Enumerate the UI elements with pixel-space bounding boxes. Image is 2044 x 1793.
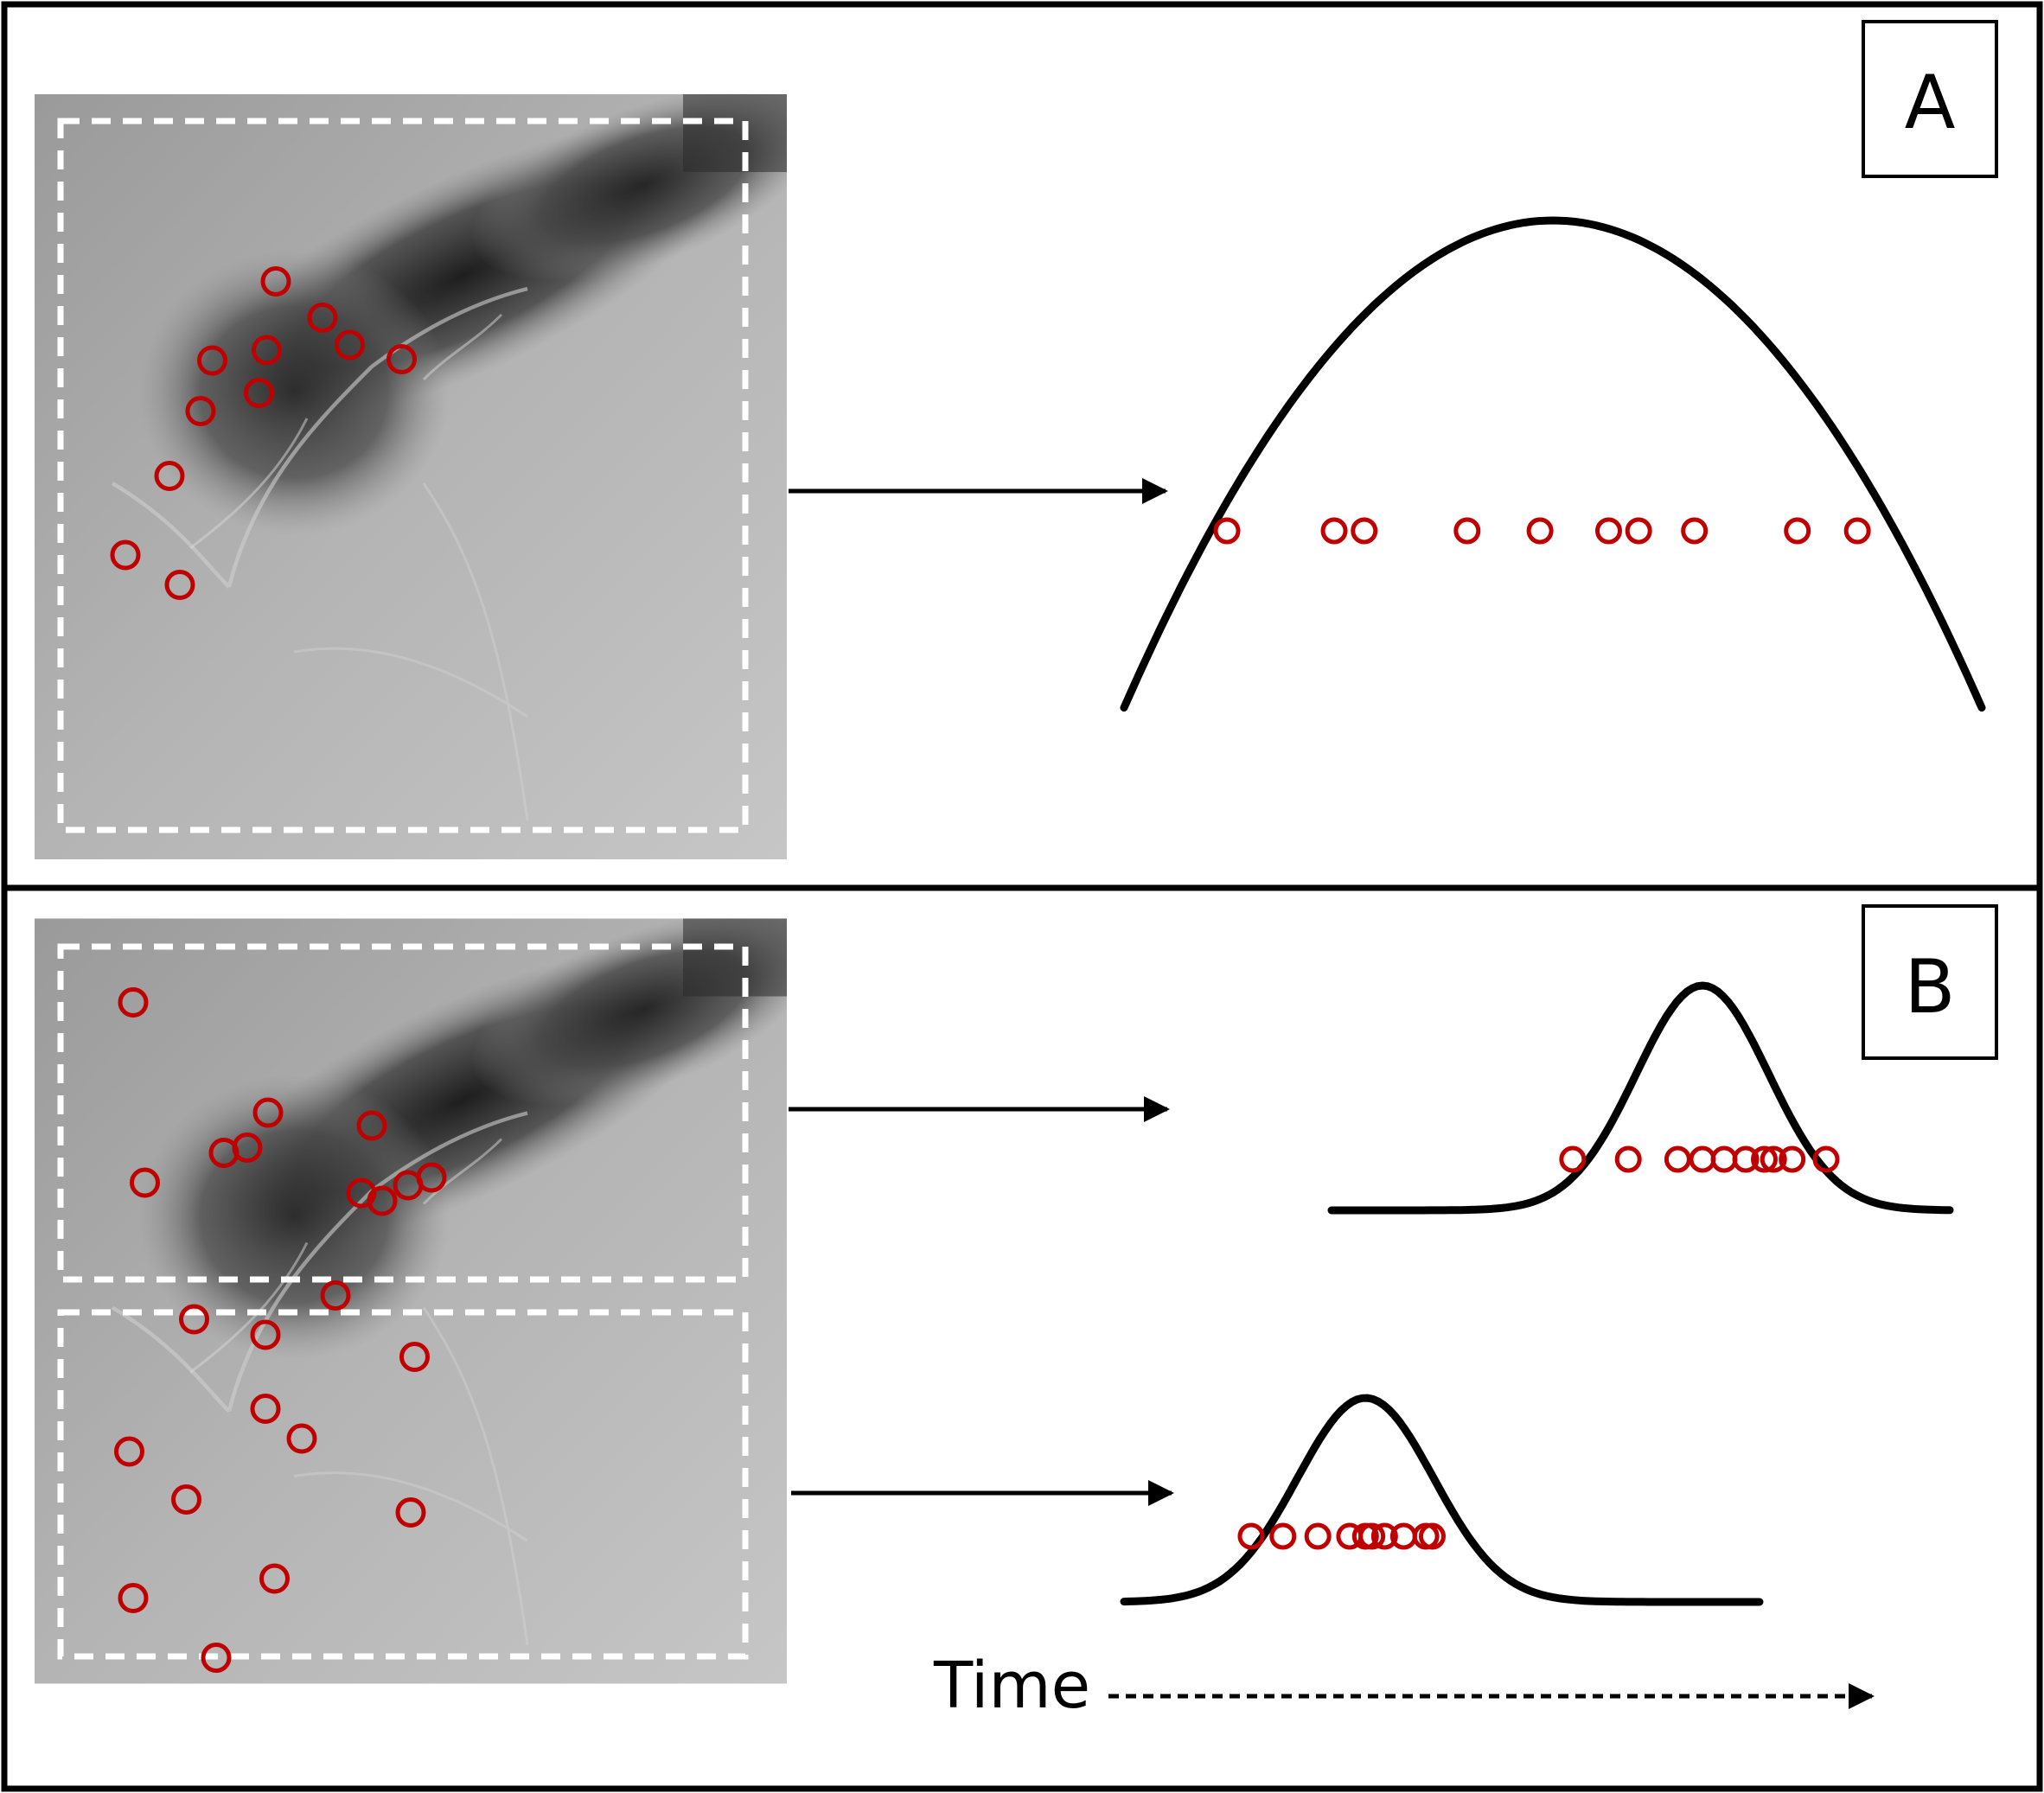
- panel-b-label: B: [1905, 944, 1956, 1030]
- map-site-marker: [171, 1484, 201, 1515]
- timing-point-marker: [1269, 1522, 1297, 1550]
- map-site-marker: [208, 1138, 240, 1168]
- map-site-marker: [110, 539, 141, 571]
- timing-curve: [1120, 216, 1986, 712]
- map-site-marker: [386, 344, 417, 374]
- timing-point-marker: [1418, 1522, 1446, 1550]
- timing-point-marker: [1304, 1522, 1332, 1550]
- map-site-marker: [335, 329, 365, 361]
- timing-point-marker: [1760, 1145, 1787, 1173]
- map-site-marker: [416, 1162, 447, 1193]
- timing-point-marker: [1812, 1145, 1840, 1173]
- panel-b-map: [35, 874, 841, 1683]
- timing-point-marker: [1625, 517, 1652, 545]
- timing-point-marker: [1614, 1145, 1642, 1173]
- timing-point-marker: [1237, 1522, 1265, 1550]
- panel-a-label: A: [1905, 60, 1956, 146]
- timing-point-marker: [1453, 517, 1481, 545]
- timing-point-marker: [1320, 517, 1348, 545]
- timing-point-marker: [1594, 517, 1622, 545]
- panel-b-lower-zone-outline: [57, 1309, 749, 1660]
- time-axis-label: Time: [933, 1649, 1090, 1723]
- panel-a-label-box: [1862, 20, 1998, 178]
- timing-point-marker: [1843, 517, 1871, 545]
- map-site-marker: [201, 1643, 232, 1673]
- map-site-marker: [356, 1110, 387, 1141]
- map-site-marker: [286, 1423, 317, 1454]
- map-site-marker: [367, 1185, 398, 1216]
- map-site-marker: [244, 378, 274, 408]
- map-site-marker: [164, 570, 195, 600]
- timing-point-marker: [1681, 517, 1709, 545]
- map-site-marker: [118, 987, 149, 1018]
- timing-point-marker: [1732, 1145, 1760, 1173]
- map-site-marker: [114, 1436, 144, 1467]
- timing-point-marker: [1559, 1145, 1587, 1173]
- panel-b-label-box: [1862, 904, 1998, 1060]
- map-site-marker: [252, 335, 282, 366]
- timing-point-marker: [1784, 517, 1811, 545]
- timing-point-marker: [1751, 1145, 1778, 1173]
- timing-point-marker: [1779, 1145, 1806, 1173]
- panel-a-sites: [110, 266, 417, 600]
- timing-point-marker: [1664, 1145, 1691, 1173]
- timing-point-marker: [1526, 517, 1554, 545]
- timing-curve: [1327, 981, 1954, 1215]
- panel-b-sites: [114, 987, 447, 1673]
- timing-point-marker: [1351, 517, 1378, 545]
- map-site-marker: [260, 266, 291, 297]
- map-site-marker: [197, 345, 227, 376]
- map-site-marker: [395, 1497, 426, 1528]
- map-site-marker: [259, 1563, 290, 1594]
- map-site-marker: [320, 1280, 351, 1311]
- map-site-marker: [154, 461, 185, 491]
- map-site-marker: [118, 1583, 149, 1613]
- panel-a-map: [35, 50, 841, 859]
- map-site-marker: [399, 1342, 430, 1372]
- timing-point-marker: [1358, 1522, 1386, 1550]
- panel-a-zone-outline: [57, 118, 749, 833]
- map-site-marker: [307, 303, 338, 333]
- map-site-marker: [252, 1097, 284, 1128]
- map-site-marker: [250, 1394, 281, 1424]
- timing-point-marker: [1213, 517, 1241, 545]
- map-site-marker: [185, 396, 216, 426]
- timing-curves: [1120, 216, 1986, 1606]
- map-site-marker: [179, 1304, 209, 1335]
- timing-curve: [1120, 1394, 1764, 1606]
- panel-b-upper-zone-outline: [57, 943, 749, 1283]
- map-site-marker: [130, 1167, 160, 1198]
- timing-point-marker: [1370, 1522, 1398, 1550]
- map-site-marker: [250, 1319, 281, 1350]
